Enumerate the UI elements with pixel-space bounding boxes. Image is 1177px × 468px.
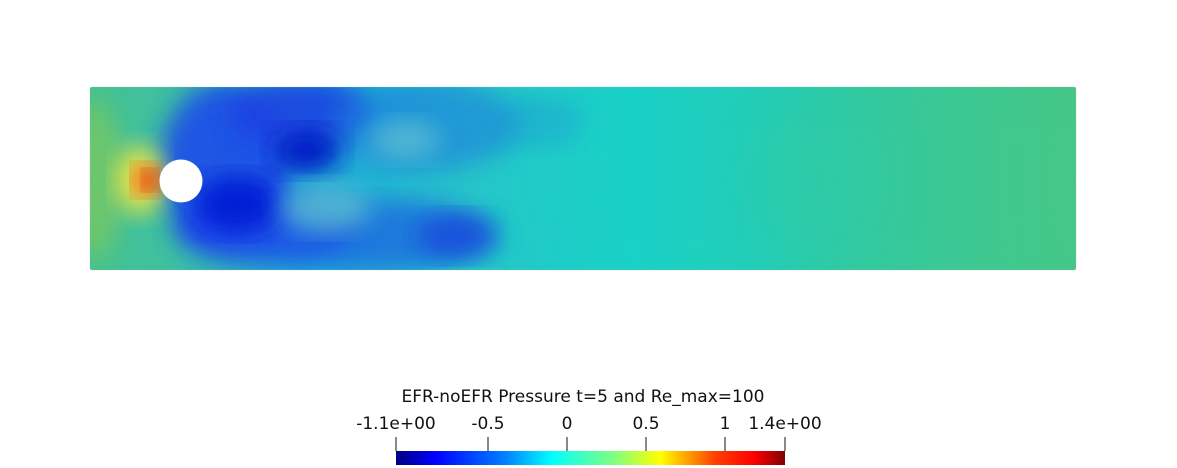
domain-outline bbox=[89, 86, 1077, 271]
colorbar-strip bbox=[396, 451, 785, 465]
colorbar-min-label: -1.1e+00 bbox=[356, 414, 436, 434]
colorbar-legend: EFR-noEFR Pressure t=5 and Re_max=100 -1… bbox=[356, 387, 822, 465]
cylinder-obstacle bbox=[159, 159, 203, 203]
colorbar-tick-label-neg-0-5: -0.5 bbox=[471, 414, 504, 434]
colorbar-tick-label-1: 1 bbox=[720, 414, 731, 434]
colorbar-tick-label-0-5: 0.5 bbox=[632, 414, 659, 434]
colorbar-max-label: 1.4e+00 bbox=[748, 414, 821, 434]
pressure-field bbox=[90, 87, 1076, 270]
colorbar-tick-label-0: 0 bbox=[562, 414, 573, 434]
colorbar-title: EFR-noEFR Pressure t=5 and Re_max=100 bbox=[402, 387, 765, 407]
